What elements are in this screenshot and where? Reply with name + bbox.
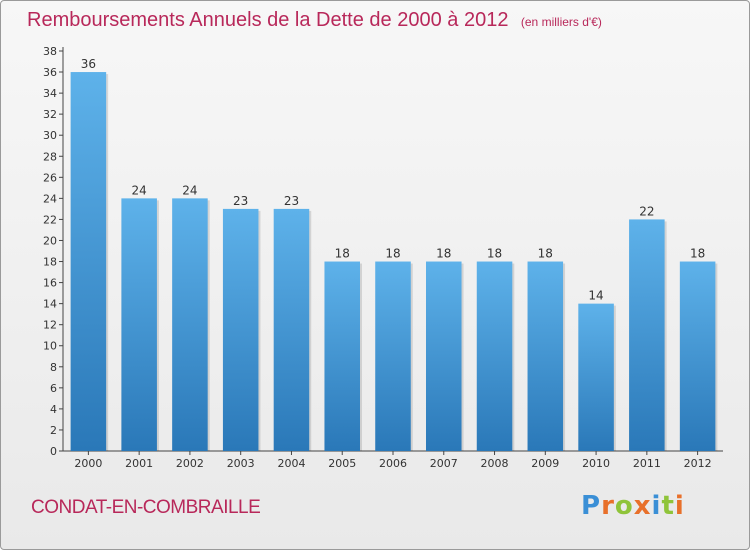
y-tick-label: 20 bbox=[43, 234, 57, 247]
bar-value-label: 24 bbox=[182, 183, 197, 197]
x-tick-label: 2012 bbox=[684, 457, 712, 470]
y-tick-label: 36 bbox=[43, 66, 57, 79]
bar-value-label: 14 bbox=[588, 289, 603, 303]
x-tick-label: 2002 bbox=[176, 457, 204, 470]
y-tick-label: 26 bbox=[43, 171, 57, 184]
logo-letter: i bbox=[651, 491, 662, 521]
bar bbox=[121, 198, 157, 451]
logo-letter: t bbox=[661, 491, 675, 521]
y-tick-label: 12 bbox=[43, 319, 57, 332]
logo-letter: o bbox=[614, 491, 634, 521]
x-tick-label: 2007 bbox=[430, 457, 458, 470]
chart-title: Remboursements Annuels de la Dette de 20… bbox=[27, 9, 509, 31]
bar bbox=[375, 261, 411, 451]
y-tick-label: 30 bbox=[43, 129, 57, 142]
y-tick-label: 34 bbox=[43, 87, 57, 100]
y-tick-label: 6 bbox=[50, 382, 57, 395]
bar bbox=[273, 208, 310, 451]
x-tick-label: 2001 bbox=[125, 457, 153, 470]
y-tick-label: 2 bbox=[50, 424, 57, 437]
bar bbox=[679, 261, 716, 451]
y-tick-label: 0 bbox=[50, 445, 57, 458]
x-tick-label: 2000 bbox=[74, 457, 102, 470]
bar-value-label: 18 bbox=[335, 247, 350, 261]
x-tick-label: 2011 bbox=[633, 457, 661, 470]
bar bbox=[476, 261, 513, 451]
x-tick-label: 2009 bbox=[531, 457, 559, 470]
proxiti-logo: Proxiti bbox=[581, 491, 685, 521]
title-row: Remboursements Annuels de la Dette de 20… bbox=[27, 9, 602, 32]
y-tick-label: 22 bbox=[43, 213, 57, 226]
y-tick-label: 16 bbox=[43, 277, 57, 290]
bar bbox=[222, 208, 259, 451]
logo-letter: P bbox=[581, 491, 602, 521]
bar-value-label: 23 bbox=[284, 194, 299, 208]
x-tick-label: 2005 bbox=[328, 457, 356, 470]
y-tick-label: 18 bbox=[43, 256, 57, 269]
x-tick-label: 2008 bbox=[481, 457, 509, 470]
y-tick-label: 14 bbox=[43, 298, 57, 311]
bar-value-label: 18 bbox=[436, 247, 451, 261]
x-tick-label: 2004 bbox=[277, 457, 305, 470]
bar bbox=[70, 72, 107, 451]
bar bbox=[578, 303, 614, 451]
chart-subtitle: (en milliers d'€) bbox=[520, 15, 602, 29]
bar bbox=[629, 219, 665, 451]
y-tick-label: 4 bbox=[50, 403, 57, 416]
bar-value-label: 23 bbox=[233, 194, 248, 208]
bar bbox=[527, 261, 564, 451]
bar-value-label: 18 bbox=[385, 247, 400, 261]
logo-letter: i bbox=[674, 491, 685, 521]
logo-letter: r bbox=[601, 491, 615, 521]
y-tick-label: 10 bbox=[43, 340, 57, 353]
bar bbox=[426, 261, 462, 451]
y-tick-label: 24 bbox=[43, 192, 57, 205]
bar-value-label: 24 bbox=[132, 183, 147, 197]
bar-value-label: 22 bbox=[639, 204, 654, 218]
bar bbox=[172, 198, 208, 451]
y-tick-label: 32 bbox=[43, 108, 57, 121]
bar bbox=[324, 261, 360, 451]
x-tick-label: 2003 bbox=[227, 457, 255, 470]
commune-name: CONDAT-EN-COMBRAILLE bbox=[31, 497, 261, 518]
bar-value-label: 18 bbox=[538, 247, 553, 261]
bar-chart: 0246810121416182022242628303234363836200… bbox=[43, 45, 723, 470]
bar-value-label: 18 bbox=[487, 247, 502, 261]
y-tick-label: 28 bbox=[43, 150, 57, 163]
y-tick-label: 38 bbox=[43, 45, 57, 58]
bar-value-label: 36 bbox=[81, 57, 96, 71]
x-tick-label: 2006 bbox=[379, 457, 407, 470]
logo-letter: x bbox=[633, 491, 652, 521]
x-tick-label: 2010 bbox=[582, 457, 610, 470]
bar-value-label: 18 bbox=[690, 247, 705, 261]
y-tick-label: 8 bbox=[50, 361, 57, 374]
